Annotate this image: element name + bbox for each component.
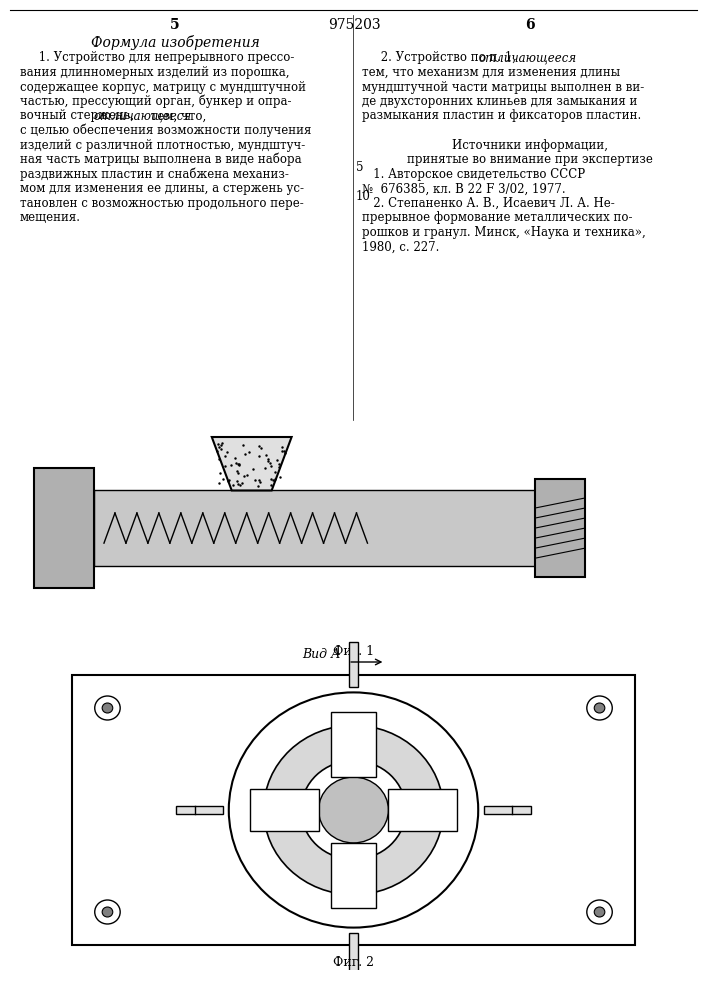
Bar: [484, 806, 531, 814]
Text: 1980, с. 227.: 1980, с. 227.: [362, 240, 439, 253]
Text: раздвижных пластин и снабжена механиз-: раздвижных пластин и снабжена механиз-: [20, 167, 289, 181]
Circle shape: [301, 761, 406, 859]
Polygon shape: [331, 843, 376, 908]
Text: содержащее корпус, матрицу с мундштучной: содержащее корпус, матрицу с мундштучной: [20, 81, 306, 94]
Text: размыкания пластин и фиксаторов пластин.: размыкания пластин и фиксаторов пластин.: [362, 109, 641, 122]
Polygon shape: [212, 437, 291, 490]
Polygon shape: [388, 789, 457, 831]
Text: прерывное формование металлических по-: прерывное формование металлических по-: [362, 212, 633, 225]
Circle shape: [587, 696, 612, 720]
Text: ная часть матрицы выполнена в виде набора: ная часть матрицы выполнена в виде набор…: [20, 153, 302, 166]
Text: Источники информации,: Источники информации,: [452, 139, 608, 152]
Text: 6: 6: [525, 18, 534, 32]
Circle shape: [595, 907, 605, 917]
Text: мом для изменения ее длины, а стержень ус-: мом для изменения ее длины, а стержень у…: [20, 182, 304, 195]
Text: 975203: 975203: [327, 18, 380, 32]
Text: Фиг. 2: Фиг. 2: [333, 956, 374, 968]
Polygon shape: [331, 712, 376, 777]
Text: с целью обеспечения возможности получения: с целью обеспечения возможности получени…: [20, 124, 311, 137]
Text: тем, что механизм для изменения длины: тем, что механизм для изменения длины: [362, 66, 620, 79]
Bar: [349, 933, 358, 978]
Text: 1. Авторское свидетельство СССР: 1. Авторское свидетельство СССР: [362, 168, 585, 181]
Circle shape: [319, 777, 388, 843]
Polygon shape: [250, 789, 319, 831]
Bar: [34, 468, 94, 588]
Circle shape: [264, 725, 443, 895]
Bar: [73, 675, 635, 945]
Circle shape: [103, 907, 113, 917]
Text: 1. Устройство для непрерывного прессо-: 1. Устройство для непрерывного прессо-: [20, 51, 294, 64]
Text: отличающееся: отличающееся: [478, 51, 576, 64]
Text: де двухсторонних клиньев для замыкания и: де двухсторонних клиньев для замыкания и: [362, 95, 638, 108]
Text: 2. Устройство по п. 1,: 2. Устройство по п. 1,: [362, 51, 520, 64]
Circle shape: [595, 703, 605, 713]
Text: тем, что,: тем, что,: [147, 109, 206, 122]
Text: Фиг. 1: Фиг. 1: [333, 645, 374, 658]
Text: мещения.: мещения.: [20, 211, 81, 224]
Bar: [349, 642, 358, 687]
Text: рошков и гранул. Минск, «Наука и техника»,: рошков и гранул. Минск, «Наука и техника…: [362, 226, 645, 239]
Bar: [94, 490, 535, 566]
Text: 5: 5: [356, 161, 363, 174]
Circle shape: [103, 703, 113, 713]
Bar: [535, 479, 585, 577]
Text: принятые во внимание при экспертизе: принятые во внимание при экспертизе: [407, 153, 653, 166]
Circle shape: [95, 900, 120, 924]
Text: 5: 5: [170, 18, 180, 32]
Text: мундштучной части матрицы выполнен в ви-: мундштучной части матрицы выполнен в ви-: [362, 81, 644, 94]
Text: №  676385, кл. В 22 F 3/02, 1977.: № 676385, кл. В 22 F 3/02, 1977.: [362, 182, 566, 196]
Text: вочный стержень,: вочный стержень,: [20, 109, 138, 122]
Bar: [176, 806, 223, 814]
Circle shape: [95, 696, 120, 720]
Text: 10: 10: [356, 190, 371, 203]
Text: частью, прессующий орган, бункер и опра-: частью, прессующий орган, бункер и опра-: [20, 95, 291, 108]
Text: отличающееся: отличающееся: [93, 109, 191, 122]
Text: Вид А: Вид А: [303, 648, 341, 662]
Text: тановлен с возможностью продольного пере-: тановлен с возможностью продольного пере…: [20, 196, 304, 210]
Circle shape: [587, 900, 612, 924]
Text: Формула изобретения: Формула изобретения: [90, 34, 259, 49]
Text: вания длинномерных изделий из порошка,: вания длинномерных изделий из порошка,: [20, 66, 289, 79]
Text: 2. Степаненко А. В., Исаевич Л. А. Не-: 2. Степаненко А. В., Исаевич Л. А. Не-: [362, 197, 615, 210]
Text: изделий с различной плотностью, мундштуч-: изделий с различной плотностью, мундштуч…: [20, 138, 305, 151]
Circle shape: [229, 692, 478, 928]
